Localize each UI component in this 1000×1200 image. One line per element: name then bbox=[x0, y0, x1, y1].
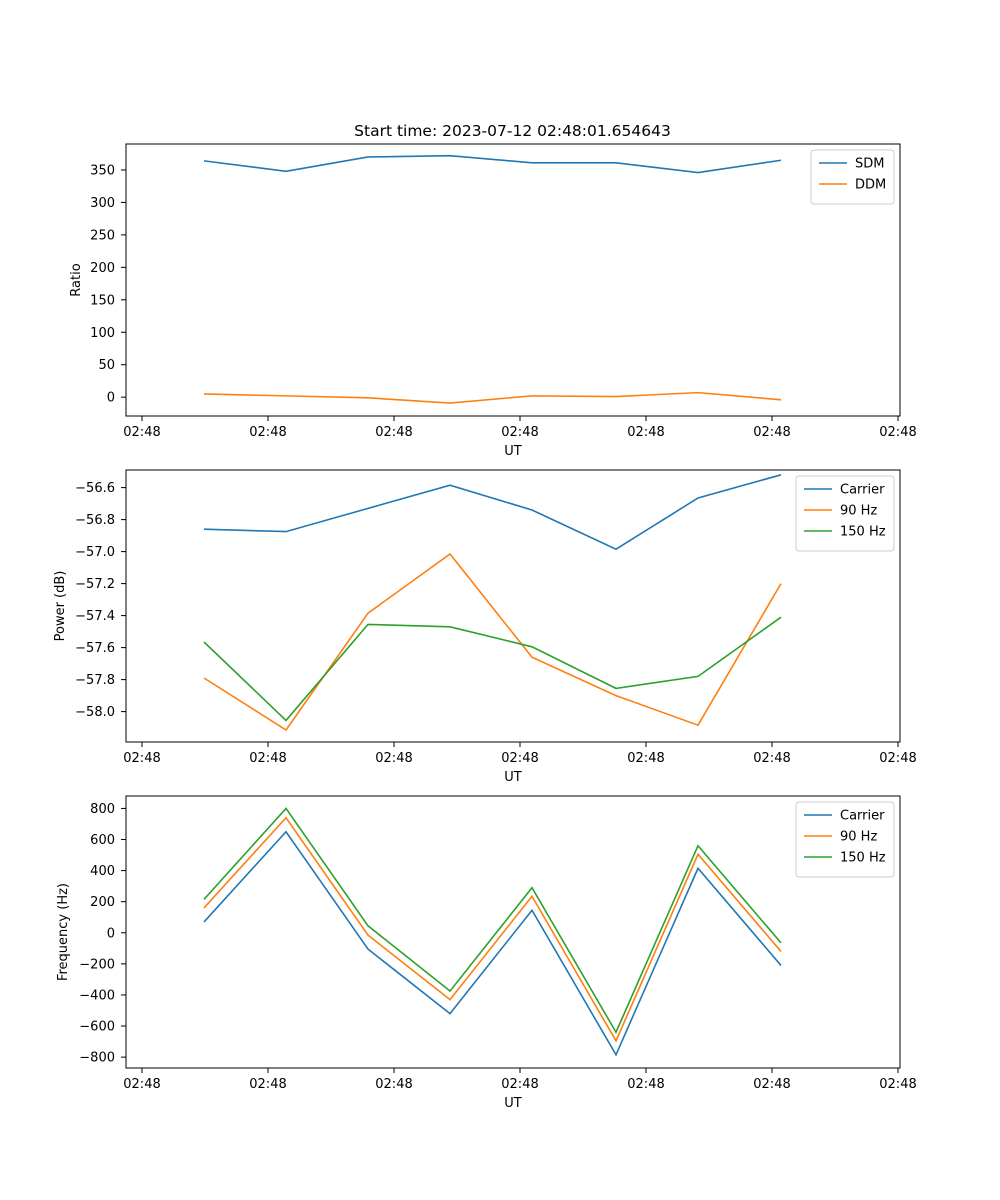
legend bbox=[795, 801, 895, 878]
plot-frame bbox=[125, 469, 901, 743]
x-tick-label: 02:48 bbox=[375, 751, 412, 766]
y-axis-label: Frequency (Hz) bbox=[56, 883, 71, 981]
x-tick-label: 02:48 bbox=[753, 1077, 790, 1092]
chart-title: Start time: 2023-07-12 02:48:01.654643 bbox=[354, 122, 671, 140]
y-tick-label: 0 bbox=[107, 926, 115, 941]
legend-label: 90 Hz bbox=[840, 504, 877, 519]
series-line-ddm bbox=[203, 391, 782, 404]
series-line-carrier bbox=[203, 830, 782, 1057]
series-line-sdm bbox=[203, 154, 782, 174]
frequency-panel: 02:4802:4802:4802:4802:4802:4802:4802:49… bbox=[56, 795, 917, 1111]
legend-label: 90 Hz bbox=[840, 830, 877, 845]
legend-label: Carrier bbox=[840, 809, 885, 824]
x-tick-label: 02:48 bbox=[249, 751, 286, 766]
legend-label: DDM bbox=[855, 178, 886, 193]
y-tick-label: 0 bbox=[107, 391, 115, 406]
y-tick-label: 350 bbox=[90, 163, 115, 178]
x-tick-label: 02:48 bbox=[753, 751, 790, 766]
y-tick-label: −800 bbox=[79, 1051, 115, 1066]
ratio-panel: 02:4802:4802:4802:4802:4802:4802:4802:49… bbox=[69, 143, 917, 459]
x-tick-label: 02:48 bbox=[879, 751, 916, 766]
y-tick-label: −200 bbox=[79, 957, 115, 972]
y-tick-label: −400 bbox=[79, 988, 115, 1003]
series-line-150-hz bbox=[203, 807, 782, 1035]
y-tick-label: −57.0 bbox=[75, 545, 115, 560]
y-tick-label: 800 bbox=[90, 802, 115, 817]
x-tick-label: 02:48 bbox=[627, 425, 664, 440]
y-tick-label: 250 bbox=[90, 228, 115, 243]
y-tick-label: −600 bbox=[79, 1020, 115, 1035]
power-panel: 02:4802:4802:4802:4802:4802:4802:4802:49… bbox=[53, 469, 917, 785]
y-tick-label: 100 bbox=[90, 326, 115, 341]
x-axis-label: UT bbox=[504, 444, 522, 459]
legend-label: Carrier bbox=[840, 483, 885, 498]
y-tick-label: −57.2 bbox=[75, 577, 115, 592]
x-tick-label: 02:48 bbox=[375, 425, 412, 440]
y-tick-label: −56.6 bbox=[75, 481, 115, 496]
x-tick-label: 02:48 bbox=[627, 1077, 664, 1092]
legend-label: 150 Hz bbox=[840, 851, 886, 866]
plot-frame bbox=[125, 795, 901, 1069]
y-tick-label: −57.8 bbox=[75, 673, 115, 688]
y-axis-label: Power (dB) bbox=[53, 571, 68, 642]
y-tick-label: 50 bbox=[98, 358, 115, 373]
x-tick-label: 02:48 bbox=[249, 1077, 286, 1092]
y-tick-label: −57.4 bbox=[75, 609, 115, 624]
x-tick-label: 02:48 bbox=[627, 751, 664, 766]
y-tick-label: −56.8 bbox=[75, 513, 115, 528]
legend-label: SDM bbox=[855, 157, 884, 172]
x-tick-label: 02:48 bbox=[501, 425, 538, 440]
y-axis-label: Ratio bbox=[69, 263, 84, 296]
series-line-90-hz bbox=[203, 552, 782, 732]
plot-frame bbox=[125, 143, 901, 417]
y-tick-label: −57.6 bbox=[75, 641, 115, 656]
y-tick-label: 150 bbox=[90, 293, 115, 308]
x-tick-label: 02:48 bbox=[375, 1077, 412, 1092]
x-tick-label: 02:48 bbox=[879, 425, 916, 440]
x-tick-label: 02:48 bbox=[123, 751, 160, 766]
y-tick-label: 200 bbox=[90, 895, 115, 910]
y-tick-label: 200 bbox=[90, 261, 115, 276]
x-tick-label: 02:48 bbox=[501, 1077, 538, 1092]
y-tick-label: 600 bbox=[90, 833, 115, 848]
y-tick-label: −58.0 bbox=[75, 705, 115, 720]
legend bbox=[795, 475, 895, 552]
x-tick-label: 02:48 bbox=[753, 425, 790, 440]
x-axis-label: UT bbox=[504, 1096, 522, 1111]
x-tick-label: 02:48 bbox=[123, 1077, 160, 1092]
x-tick-label: 02:48 bbox=[249, 425, 286, 440]
y-tick-label: 400 bbox=[90, 864, 115, 879]
x-tick-label: 02:48 bbox=[501, 751, 538, 766]
y-tick-label: 300 bbox=[90, 196, 115, 211]
x-axis-label: UT bbox=[504, 770, 522, 785]
series-line-90-hz bbox=[203, 816, 782, 1043]
legend-label: 150 Hz bbox=[840, 525, 886, 540]
x-tick-label: 02:48 bbox=[879, 1077, 916, 1092]
x-tick-label: 02:48 bbox=[123, 425, 160, 440]
series-line-150-hz bbox=[203, 616, 782, 722]
series-line-carrier bbox=[203, 474, 782, 551]
